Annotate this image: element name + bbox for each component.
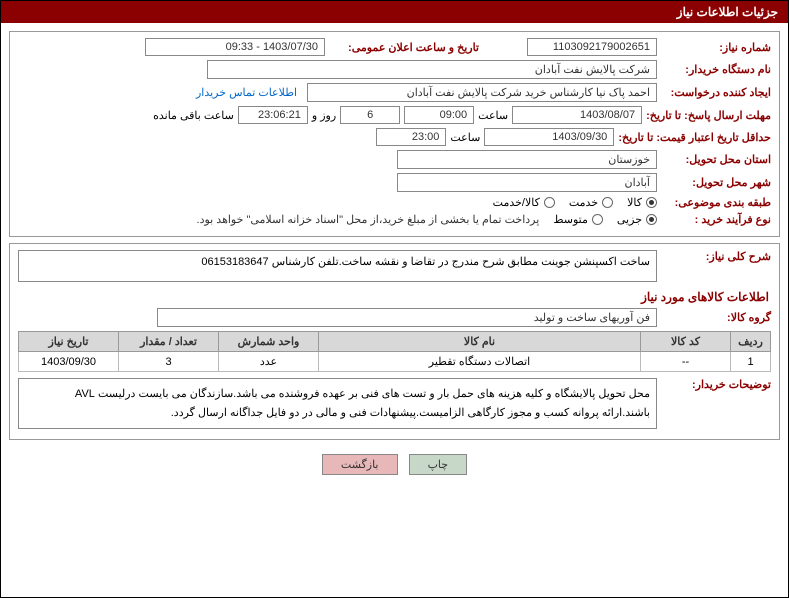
validity-label: حداقل تاریخ اعتبار قیمت: تا تاریخ: [618,131,771,144]
th-unit: واحد شمارش [219,332,319,352]
th-code: کد کالا [641,332,731,352]
page-title: جزئیات اطلاعات نیاز [677,5,778,19]
cell-date: 1403/09/30 [19,352,119,372]
deadline-date-field: 1403/08/07 [512,106,642,124]
goods-group-field: فن آوریهای ساخت و تولید [157,308,657,327]
need-desc-field: ساخت اکسپنشن جوینت مطابق شرح مندرج در تق… [18,250,657,282]
goods-group-label: گروه کالا: [661,311,771,324]
city-label: شهر محل تحویل: [661,176,771,189]
radio-icon [544,197,555,208]
buyer-org-field: شرکت پالایش نفت آبادان [207,60,657,79]
cell-name: اتصالات دستگاه تقطیر [319,352,641,372]
radio-icon [602,197,613,208]
announce-date-label: تاریخ و ساعت اعلان عمومی: [329,41,479,54]
cell-unit: عدد [219,352,319,372]
need-number-label: شماره نیاز: [661,41,771,54]
need-desc-label: شرح کلی نیاز: [661,250,771,263]
process-radio-group: جزیی متوسط [553,213,657,226]
th-name: نام کالا [319,332,641,352]
validity-date-field: 1403/09/30 [484,128,614,146]
deadline-days-field: 6 [340,106,400,124]
main-panel: شماره نیاز: 1103092179002651 تاریخ و ساع… [9,31,780,237]
goods-info-title: اطلاعات کالاهای مورد نیاز [20,290,769,304]
page-header: جزئیات اطلاعات نیاز [1,1,788,23]
city-field: آبادان [397,173,657,192]
process-label: نوع فرآیند خرید : [661,213,771,226]
th-qty: تعداد / مقدار [119,332,219,352]
category-radio-both[interactable]: کالا/خدمت [493,196,555,209]
deadline-hours-field: 23:06:21 [238,106,308,124]
category-radio-service[interactable]: خدمت [569,196,613,209]
deadline-label: مهلت ارسال پاسخ: تا تاریخ: [646,109,771,122]
deadline-time-label: ساعت [478,109,508,122]
process-note: پرداخت تمام یا بخشی از مبلغ خرید،از محل … [197,213,540,226]
buyer-notes-field: محل تحویل پالایشگاه و کلیه هزینه های حمل… [18,378,657,429]
requester-field: احمد پاک نیا کارشناس خرید شرکت پالایش نف… [307,83,657,102]
cell-code: -- [641,352,731,372]
radio-icon [646,214,657,225]
process-radio-medium[interactable]: متوسط [553,213,603,226]
deadline-time-field: 09:00 [404,106,474,124]
announce-date-field: 1403/07/30 - 09:33 [145,38,325,56]
validity-time-label: ساعت [450,131,480,144]
radio-icon [592,214,603,225]
category-radio-goods[interactable]: کالا [627,196,657,209]
cell-idx: 1 [731,352,771,372]
details-panel: شرح کلی نیاز: ساخت اکسپنشن جوینت مطابق ش… [9,243,780,440]
process-radio-minor[interactable]: جزیی [617,213,657,226]
buyer-notes-label: توضیحات خریدار: [661,378,771,391]
province-field: خوزستان [397,150,657,169]
table-row[interactable]: 1 -- اتصالات دستگاه تقطیر عدد 3 1403/09/… [19,352,771,372]
radio-icon [646,197,657,208]
cell-qty: 3 [119,352,219,372]
buyer-org-label: نام دستگاه خریدار: [661,63,771,76]
button-row: چاپ بازگشت [9,446,780,479]
contact-link[interactable]: اطلاعات تماس خریدار [196,86,297,99]
back-button[interactable]: بازگشت [322,454,398,475]
validity-time-field: 23:00 [376,128,446,146]
th-idx: ردیف [731,332,771,352]
requester-label: ایجاد کننده درخواست: [661,86,771,99]
category-radio-group: کالا خدمت کالا/خدمت [493,196,657,209]
goods-table: ردیف کد کالا نام کالا واحد شمارش تعداد /… [18,331,771,372]
table-header-row: ردیف کد کالا نام کالا واحد شمارش تعداد /… [19,332,771,352]
category-label: طبقه بندی موضوعی: [661,196,771,209]
deadline-remain-label: ساعت باقی مانده [153,109,234,122]
print-button[interactable]: چاپ [409,454,468,475]
th-date: تاریخ نیاز [19,332,119,352]
province-label: استان محل تحویل: [661,153,771,166]
need-number-field: 1103092179002651 [527,38,657,56]
deadline-days-label: روز و [312,109,336,122]
